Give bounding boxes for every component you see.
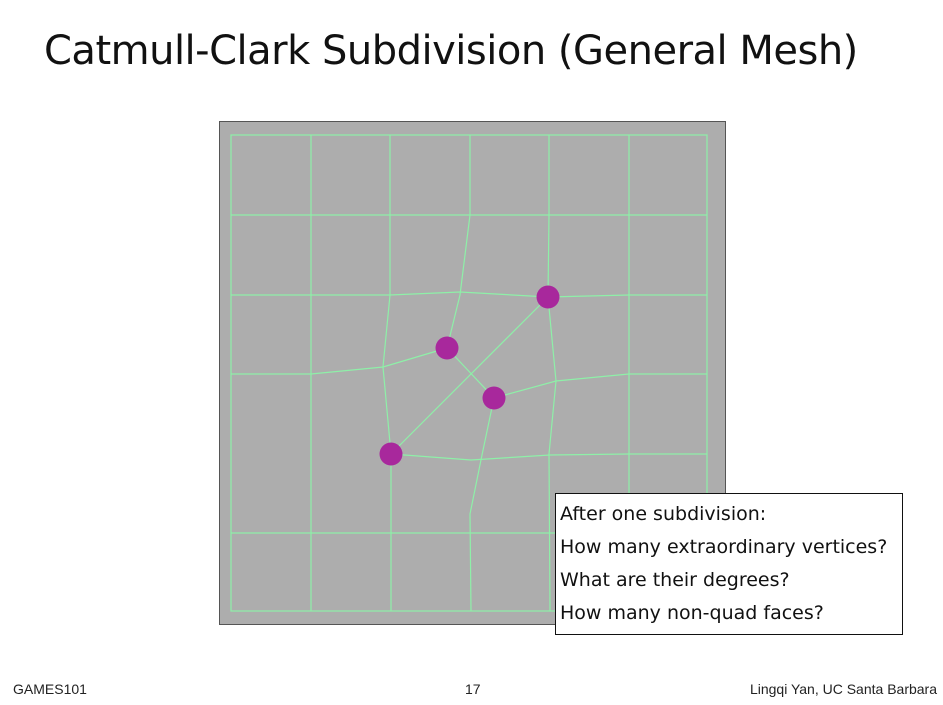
question-line: After one subdivision: <box>560 503 767 525</box>
page-number: 17 <box>465 681 481 697</box>
footer-course-label: GAMES101 <box>13 681 87 697</box>
extraordinary-vertex <box>536 285 560 309</box>
question-line: How many extraordinary vertices? <box>560 536 888 558</box>
mesh-boundary-edge <box>230 134 708 612</box>
mesh-edge <box>390 453 707 461</box>
question-line: How many non-quad faces? <box>560 602 824 624</box>
extraordinary-vertex <box>482 386 506 410</box>
mesh-svg <box>230 134 708 612</box>
extraordinary-vertex <box>435 336 459 360</box>
mesh-edge <box>547 135 550 298</box>
mesh-edge <box>469 397 495 612</box>
extraordinary-vertex <box>379 442 403 466</box>
mesh-edge <box>231 347 448 375</box>
mesh-edge <box>446 135 471 349</box>
extraordinary-vertices <box>379 285 560 466</box>
mesh-edges <box>230 134 708 612</box>
footer-author-label: Lingqi Yan, UC Santa Barbara <box>749 681 937 697</box>
question-line: What are their degrees? <box>560 569 790 591</box>
slide-title: Catmull-Clark Subdivision (General Mesh) <box>44 28 858 74</box>
mesh-edge <box>382 135 392 611</box>
mesh-edge <box>231 291 707 298</box>
question-box: After one subdivision: How many extraord… <box>555 493 903 635</box>
mesh-diagonal-edge <box>390 296 549 455</box>
mesh-edge <box>493 373 707 399</box>
mesh-diagram <box>219 121 726 625</box>
